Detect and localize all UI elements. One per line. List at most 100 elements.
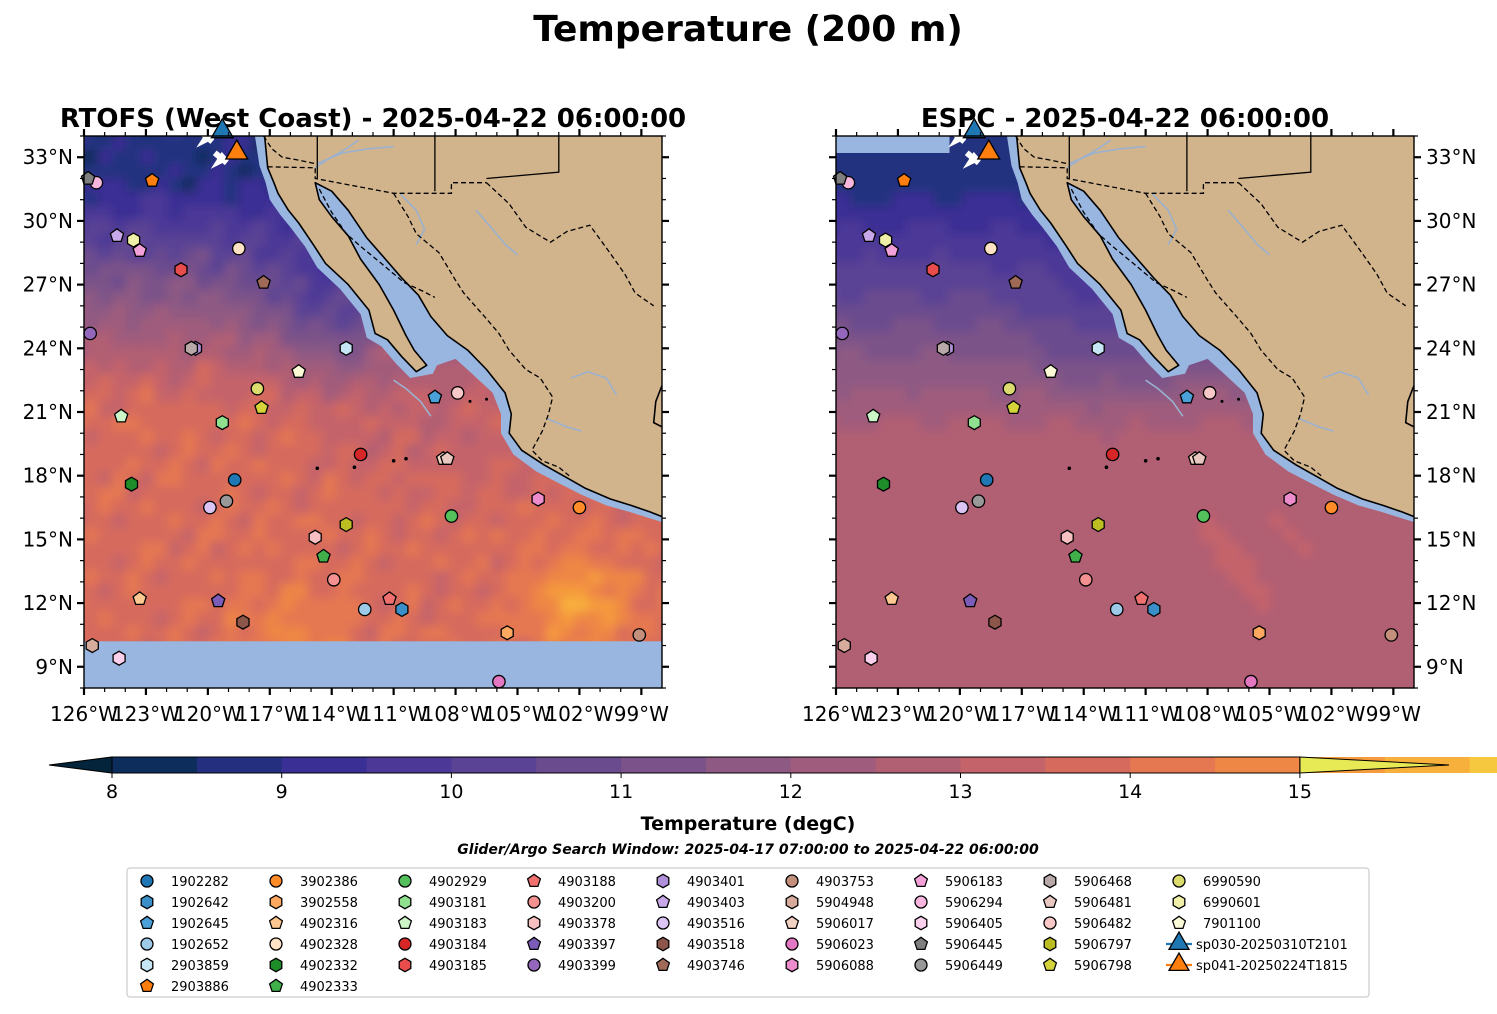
platform-4903516 bbox=[203, 500, 217, 515]
colorbar-band bbox=[1045, 757, 1131, 773]
x-tick-label: 111°W bbox=[1112, 702, 1180, 726]
legend-label: 2903859 bbox=[171, 959, 229, 974]
legend-label: 5906797 bbox=[1074, 938, 1132, 953]
legend-label: 4903516 bbox=[687, 917, 745, 932]
espc-platform-markers bbox=[832, 117, 1399, 689]
legend-marker-3902558 bbox=[269, 894, 283, 910]
colorbar-tick-label: 9 bbox=[276, 781, 288, 803]
legend-label: 4903188 bbox=[558, 875, 616, 890]
colorbar-frame bbox=[111, 756, 1301, 774]
legend-item-5906294: 5906294 bbox=[914, 895, 1003, 911]
platform-5906468 bbox=[184, 340, 199, 357]
platform-4903397 bbox=[962, 593, 978, 608]
legend-label: 5906468 bbox=[1074, 875, 1132, 890]
island bbox=[404, 456, 408, 461]
legend-item-3902386: 3902386 bbox=[269, 874, 358, 890]
river-line bbox=[393, 379, 432, 417]
y-tick-label: 9°N bbox=[1426, 655, 1464, 679]
colorbar-band bbox=[621, 757, 707, 773]
platform-5906481 bbox=[439, 450, 455, 465]
colorbar-extend-low bbox=[48, 756, 113, 774]
legend-label: 4902316 bbox=[300, 917, 358, 932]
platform-3902558 bbox=[500, 625, 514, 641]
platform-6990590 bbox=[1002, 381, 1017, 396]
legend-marker-sp041-20250224T1815 bbox=[1167, 951, 1191, 972]
legend-label: 3902386 bbox=[300, 875, 358, 890]
legend-marker-5906449 bbox=[914, 958, 928, 972]
river-line bbox=[1066, 139, 1111, 169]
colorbar-tick-label: 10 bbox=[439, 781, 463, 803]
legend-marker-4902328 bbox=[269, 937, 283, 951]
colorbar-tick-label: 12 bbox=[779, 781, 803, 803]
legend-item-5906445: 5906445 bbox=[913, 936, 1003, 953]
legend-item-4903399: 4903399 bbox=[527, 958, 616, 974]
legend-marker-5906183 bbox=[913, 873, 929, 888]
platform-1902645 bbox=[1179, 389, 1195, 404]
y-tick-label: 33°N bbox=[23, 145, 73, 169]
legend-item-4903516: 4903516 bbox=[656, 916, 745, 932]
platform-5906482 bbox=[450, 386, 465, 400]
search-window-label: Glider/Argo Search Window: 2025-04-17 07… bbox=[457, 842, 1039, 858]
platform-7901100 bbox=[291, 363, 307, 378]
platform-4903188 bbox=[1134, 591, 1149, 606]
glider-arrowhead bbox=[196, 130, 215, 148]
island bbox=[1156, 456, 1160, 461]
y-tick-label: 9°N bbox=[35, 655, 73, 679]
figure-title: Temperature (200 m) bbox=[533, 9, 963, 50]
colorbar-band bbox=[451, 757, 537, 773]
legend-item-4903753: 4903753 bbox=[785, 874, 874, 890]
legend-item-4902332: 4902332 bbox=[269, 957, 358, 974]
x-tick-label: 120°W bbox=[926, 702, 994, 726]
legend-label: 5906088 bbox=[816, 959, 874, 974]
legend-marker-5906294 bbox=[914, 895, 928, 909]
y-tick-label: 33°N bbox=[1426, 145, 1476, 169]
platform-5906088 bbox=[531, 491, 545, 507]
legend-label: 4903399 bbox=[558, 959, 616, 974]
state-border bbox=[1015, 136, 1068, 165]
legend-marker-5906482 bbox=[1043, 916, 1057, 930]
glider-arrowhead bbox=[210, 151, 229, 169]
legend-item-4903746: 4903746 bbox=[655, 957, 745, 974]
platform-5906798 bbox=[1006, 399, 1021, 415]
legend-marker-5906798 bbox=[1042, 957, 1058, 972]
colorbar-band bbox=[281, 757, 368, 773]
platform-2903859 bbox=[339, 340, 353, 357]
x-tick-label: 108°W bbox=[422, 702, 490, 726]
platform-1902642 bbox=[1147, 601, 1161, 618]
platform-1902642 bbox=[395, 601, 409, 618]
legend-marker-4902929 bbox=[398, 874, 412, 888]
legend-item-4903183: 4903183 bbox=[397, 915, 487, 932]
platform-5904948 bbox=[85, 637, 99, 654]
island bbox=[1237, 397, 1241, 401]
legend-label: 4902333 bbox=[300, 980, 358, 995]
legend-item-3902558: 3902558 bbox=[269, 894, 358, 911]
legend-box bbox=[126, 867, 1370, 998]
platform-5906023 bbox=[1244, 674, 1258, 689]
x-tick-label: 102°W bbox=[545, 702, 613, 726]
legend-marker-4902333 bbox=[268, 978, 284, 993]
platform-4903518 bbox=[236, 614, 250, 630]
platform-5906088 bbox=[1283, 491, 1297, 507]
legend-item-4903401: 4903401 bbox=[656, 873, 745, 890]
platform-5906023 bbox=[492, 674, 506, 689]
y-tick-label: 15°N bbox=[23, 527, 73, 551]
legend-marker-4902316 bbox=[268, 915, 284, 930]
legend-marker-6990590 bbox=[1172, 874, 1186, 888]
legend-marker-4903188 bbox=[526, 873, 542, 888]
legend-label: 1902645 bbox=[171, 917, 229, 932]
platform-6990590 bbox=[250, 381, 265, 396]
glider-sp041-20250224T1815 bbox=[224, 138, 249, 160]
gulf-shelf bbox=[1065, 180, 1222, 359]
river-line bbox=[1227, 209, 1271, 256]
island bbox=[468, 399, 472, 403]
colorbar: 8 9 10 11 12 13 14 15 bbox=[48, 756, 1497, 803]
state-border bbox=[393, 192, 570, 477]
platform-4903185 bbox=[174, 262, 188, 278]
legend-item-4903184: 4903184 bbox=[398, 937, 487, 953]
platform-4903200 bbox=[326, 572, 341, 587]
legend-label: 4903184 bbox=[429, 938, 487, 953]
espc-panel-title: ESPC - 2025-04-22 06:00:00 bbox=[921, 104, 1329, 134]
platform-5906405 bbox=[864, 650, 878, 666]
platform-4903200 bbox=[1078, 572, 1093, 587]
colorbar-tick-label: 11 bbox=[609, 781, 633, 803]
